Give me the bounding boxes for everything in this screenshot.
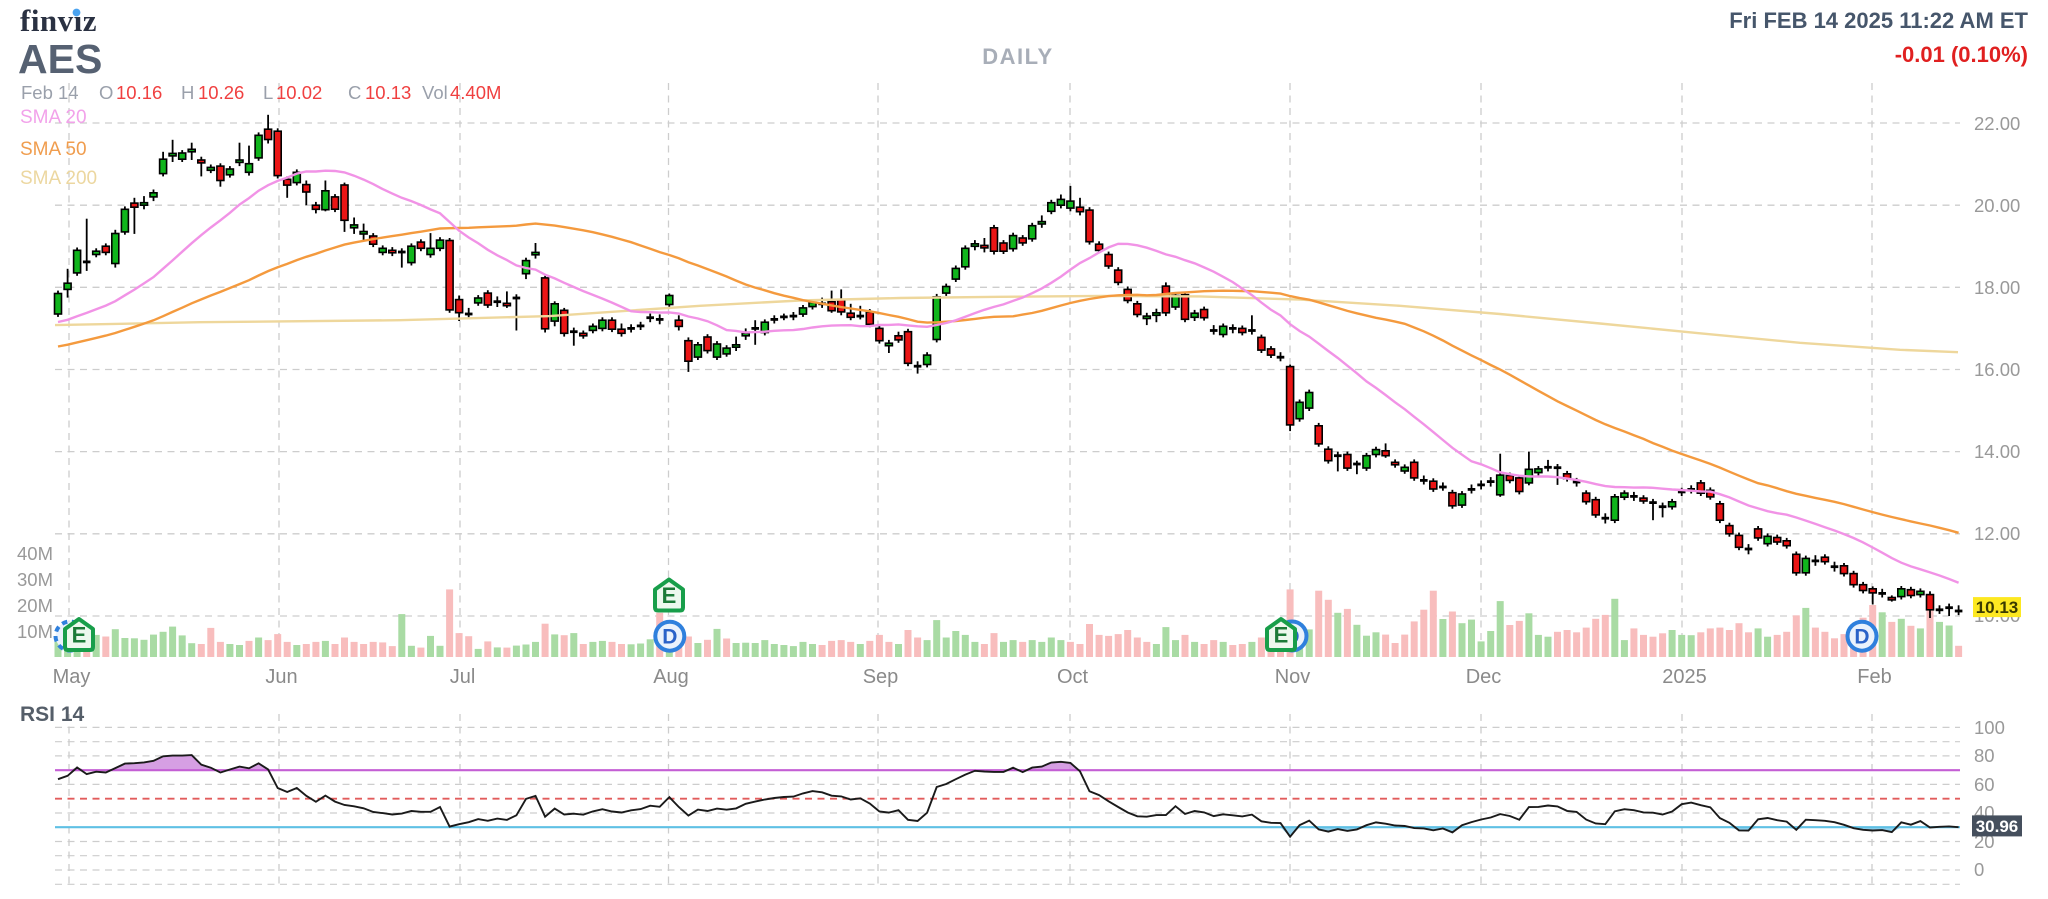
svg-text:Fri FEB 14 2025 11:22 AM ET: Fri FEB 14 2025 11:22 AM ET (1729, 8, 2028, 33)
svg-text:40M: 40M (17, 543, 53, 564)
svg-text:Dec: Dec (1466, 666, 1502, 688)
svg-text:SMA 20: SMA 20 (20, 107, 87, 128)
svg-text:30M: 30M (17, 569, 53, 590)
svg-text:Sep: Sep (863, 666, 899, 688)
svg-text:16.00: 16.00 (1974, 359, 2020, 380)
svg-text:22.00: 22.00 (1974, 113, 2020, 134)
svg-text:SMA 50: SMA 50 (20, 139, 87, 160)
svg-text:Aug: Aug (653, 666, 689, 688)
svg-text:Nov: Nov (1275, 666, 1311, 688)
svg-text:80: 80 (1974, 745, 1995, 766)
svg-text:Oct: Oct (1057, 666, 1089, 688)
svg-text:E: E (1274, 623, 1289, 648)
svg-text:E: E (662, 583, 677, 608)
svg-text:C: C (348, 82, 361, 103)
svg-text:Feb 14: Feb 14 (21, 82, 79, 103)
svg-text:RSI 14: RSI 14 (20, 703, 85, 726)
svg-text:100: 100 (1974, 717, 2005, 738)
svg-text:DAILY: DAILY (982, 44, 1053, 69)
svg-text:May: May (53, 666, 91, 688)
svg-text:10.13: 10.13 (365, 82, 411, 103)
svg-text:-0.01 (0.10%): -0.01 (0.10%) (1895, 42, 2028, 67)
svg-text:14.00: 14.00 (1974, 441, 2020, 462)
svg-text:30.96: 30.96 (1976, 817, 2019, 836)
svg-text:Vol: Vol (422, 82, 448, 103)
svg-text:10.02: 10.02 (276, 82, 322, 103)
svg-text:Jun: Jun (265, 666, 297, 688)
svg-text:Feb: Feb (1857, 666, 1891, 688)
svg-text:L: L (263, 82, 273, 103)
svg-text:H: H (181, 82, 194, 103)
svg-text:4.40M: 4.40M (450, 82, 501, 103)
svg-text:10.26: 10.26 (198, 82, 244, 103)
svg-text:60: 60 (1974, 774, 1995, 795)
svg-text:2025: 2025 (1662, 666, 1707, 688)
svg-text:10.13: 10.13 (1976, 598, 2019, 617)
svg-text:D: D (662, 626, 677, 649)
svg-text:Jul: Jul (450, 666, 476, 688)
svg-text:AES: AES (18, 36, 102, 82)
svg-text:20.00: 20.00 (1974, 195, 2020, 216)
svg-text:SMA 200: SMA 200 (20, 168, 97, 189)
svg-text:18.00: 18.00 (1974, 277, 2020, 298)
svg-text:12.00: 12.00 (1974, 523, 2020, 544)
svg-text:10.16: 10.16 (116, 82, 162, 103)
svg-text:0: 0 (1974, 859, 1984, 880)
svg-text:finviz: finviz (20, 3, 97, 38)
svg-text:O: O (99, 82, 113, 103)
svg-text:10M: 10M (17, 621, 53, 642)
svg-text:20M: 20M (17, 595, 53, 616)
svg-text:E: E (72, 623, 87, 648)
svg-text:D: D (1854, 626, 1869, 649)
